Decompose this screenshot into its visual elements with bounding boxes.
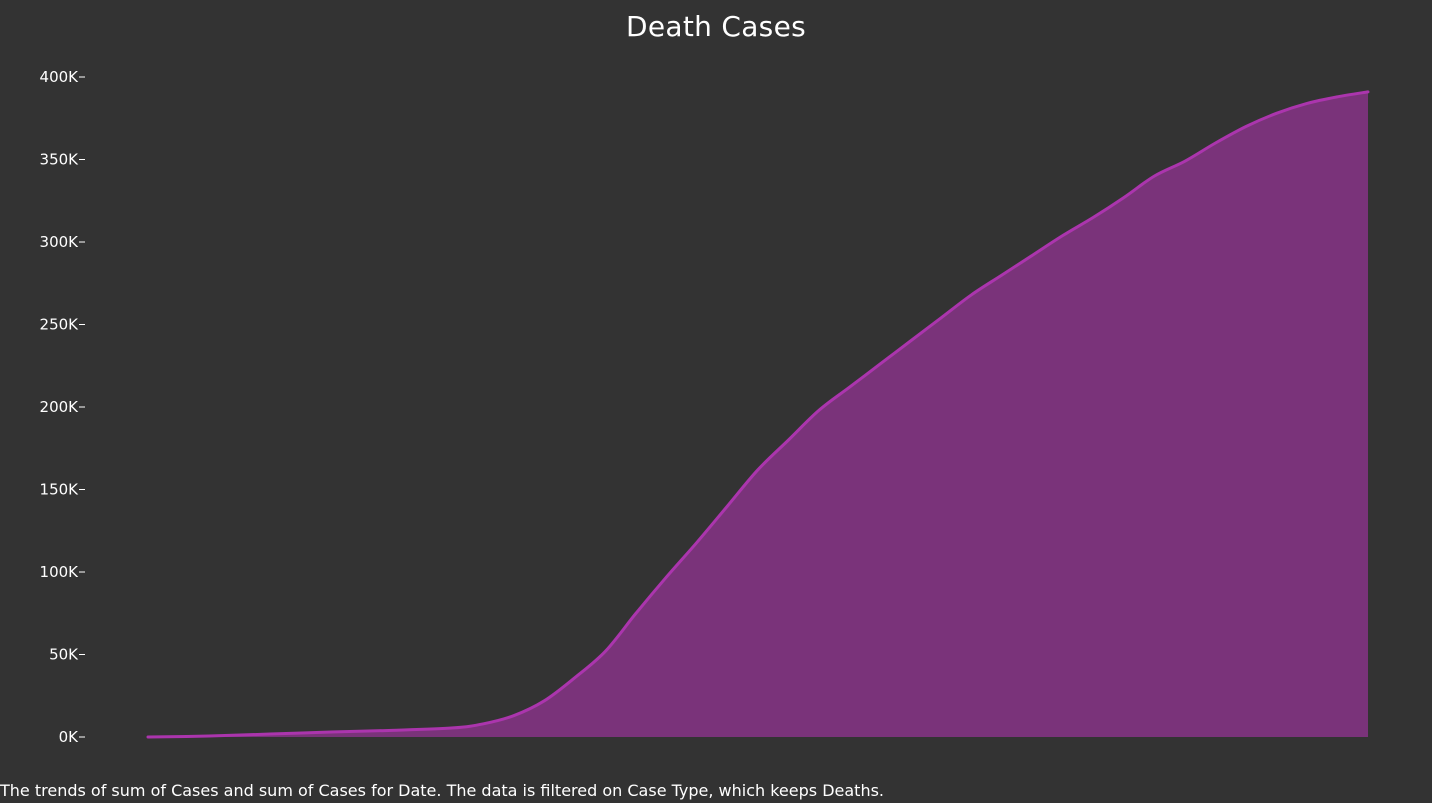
- deaths-data-point: [786, 437, 792, 443]
- deaths-data-point: [1335, 94, 1341, 100]
- deaths-data-point: [847, 384, 853, 390]
- deaths-data-point: [908, 338, 914, 344]
- deaths-data-point: [694, 539, 700, 545]
- y-tick-label: 50K: [49, 646, 79, 664]
- y-axis: 0K 50K 100K 150K 200K 250K 300K 350K 400K: [40, 68, 85, 746]
- y-tick-label: 200K: [40, 398, 80, 416]
- deaths-data-point: [511, 713, 517, 719]
- y-tick-label: 350K: [40, 151, 80, 169]
- y-tick-label: 400K: [40, 68, 80, 86]
- deaths-data-point: [1182, 158, 1188, 164]
- deaths-data-point: [145, 734, 151, 740]
- deaths-data-point: [725, 503, 731, 509]
- deaths-data-point: [572, 675, 578, 681]
- deaths-data-point: [877, 361, 883, 367]
- deaths-data-point: [1304, 100, 1310, 106]
- deaths-data-point: [267, 731, 273, 737]
- y-tick-label: 0K: [59, 728, 80, 746]
- deaths-data-point: [603, 648, 609, 654]
- y-tick-label: 100K: [40, 563, 80, 581]
- deaths-data-point: [816, 407, 822, 413]
- y-tick-label: 250K: [40, 316, 80, 334]
- deaths-data-point: [1243, 124, 1249, 130]
- deaths-data-point: [328, 729, 334, 735]
- plot-area: [145, 89, 1371, 740]
- chart-title: Death Cases: [626, 10, 806, 43]
- deaths-series-line: [146, 90, 1370, 739]
- deaths-data-point: [999, 272, 1005, 278]
- chart-caption: The trends of sum of Cases and sum of Ca…: [0, 781, 884, 800]
- deaths-data-point: [1213, 140, 1219, 146]
- deaths-data-point: [450, 725, 456, 731]
- deaths-data-point: [664, 574, 670, 580]
- deaths-data-point: [481, 721, 487, 727]
- deaths-data-point: [755, 467, 761, 473]
- deaths-data-point: [1091, 214, 1097, 220]
- deaths-data-point: [1030, 252, 1036, 258]
- deaths-data-point: [1274, 110, 1280, 116]
- deaths-data-point: [542, 698, 548, 704]
- deaths-area-fill: [148, 91, 1368, 738]
- deaths-data-point: [938, 315, 944, 321]
- y-tick-label: 150K: [40, 481, 80, 499]
- deaths-data-point: [1060, 232, 1066, 238]
- deaths-data-point: [1152, 173, 1158, 179]
- deaths-data-point: [1365, 89, 1371, 95]
- deaths-data-point: [1121, 194, 1127, 200]
- deaths-data-point: [206, 733, 212, 739]
- y-tick-label: 300K: [40, 233, 80, 251]
- deaths-data-point: [969, 292, 975, 298]
- deaths-data-point: [389, 727, 395, 733]
- deaths-data-point: [633, 610, 639, 616]
